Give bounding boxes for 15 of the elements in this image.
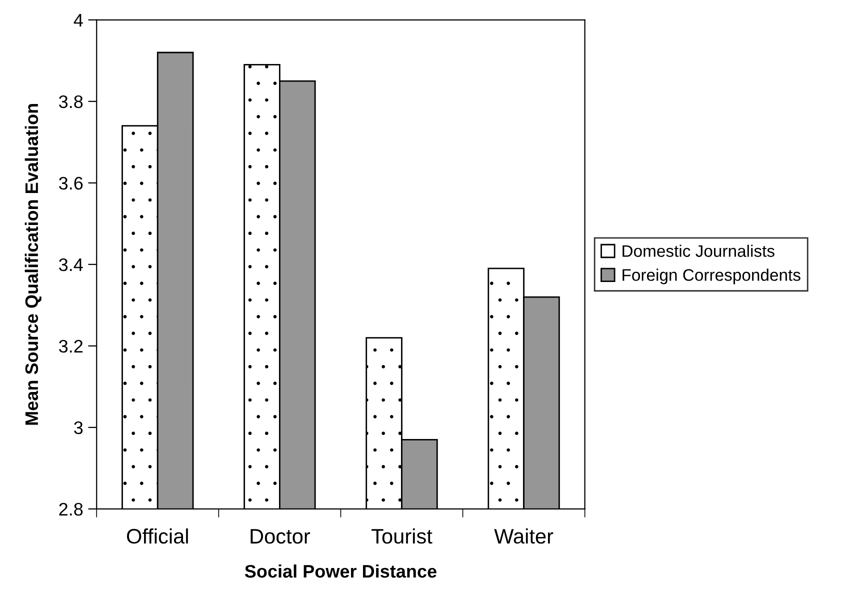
legend-label: Domestic Journalists: [622, 244, 774, 257]
y-tick-label: 3: [74, 421, 83, 434]
x-tick-label: Official: [126, 528, 188, 544]
x-axis-title: Social Power Distance: [244, 564, 436, 578]
y-tick-label: 3.6: [59, 176, 83, 190]
y-axis-title: Mean Source Qualification Evaluation: [24, 104, 42, 425]
x-tick-label: Tourist: [372, 528, 432, 544]
y-tick-label: 3.2: [59, 340, 83, 353]
y-tick-label: 3.4: [59, 258, 83, 272]
legend-label: Foreign Correspondents: [622, 268, 800, 284]
x-tick-label: Doctor: [250, 529, 310, 544]
y-tick-label: 3.8: [59, 95, 83, 108]
y-tick-label: 4: [74, 14, 83, 26]
y-tick-label: 2.8: [59, 502, 83, 516]
x-tick-label: Waiter: [494, 528, 554, 544]
